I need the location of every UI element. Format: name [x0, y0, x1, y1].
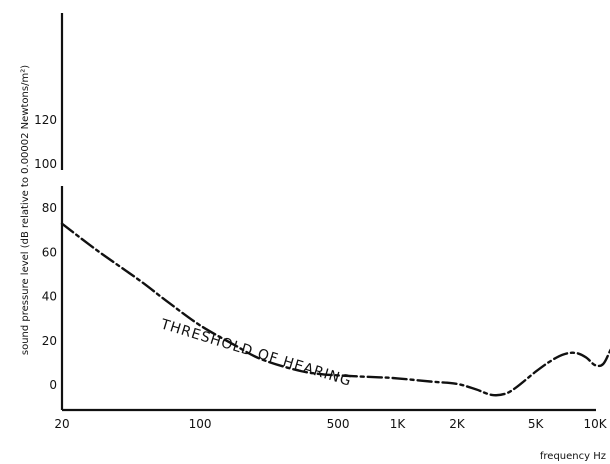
- y-tick-label: 40: [42, 290, 57, 304]
- x-tick-label: 10K: [583, 417, 607, 431]
- x-axis-title: frequency Hz: [540, 451, 606, 462]
- y-tick-label: 80: [42, 201, 57, 215]
- y-axis-title: sound pressure level (dB relative to 0.0…: [20, 65, 31, 355]
- x-tick-label: 2K: [449, 417, 466, 431]
- x-tick-label: 100: [189, 417, 212, 431]
- x-tick-label: 5K: [528, 417, 545, 431]
- x-tick-label: 500: [327, 417, 350, 431]
- x-tick-label: 1K: [390, 417, 407, 431]
- x-tick-labels: 20 100 500 1K 2K 5K 10K: [54, 417, 607, 431]
- y-tick-label: 100: [34, 157, 57, 171]
- y-tick-labels: 0 20 40 60 80 100 120: [34, 113, 57, 392]
- y-tick-label: 120: [34, 113, 57, 127]
- x-tick-label: 20: [54, 417, 69, 431]
- threshold-of-hearing-curve: [60, 222, 610, 397]
- y-tick-label: 60: [42, 245, 57, 259]
- y-tick-label: 0: [49, 378, 57, 392]
- y-tick-label: 20: [42, 334, 57, 348]
- threshold-of-hearing-label: THRESHOLD OF HEARING: [158, 316, 354, 390]
